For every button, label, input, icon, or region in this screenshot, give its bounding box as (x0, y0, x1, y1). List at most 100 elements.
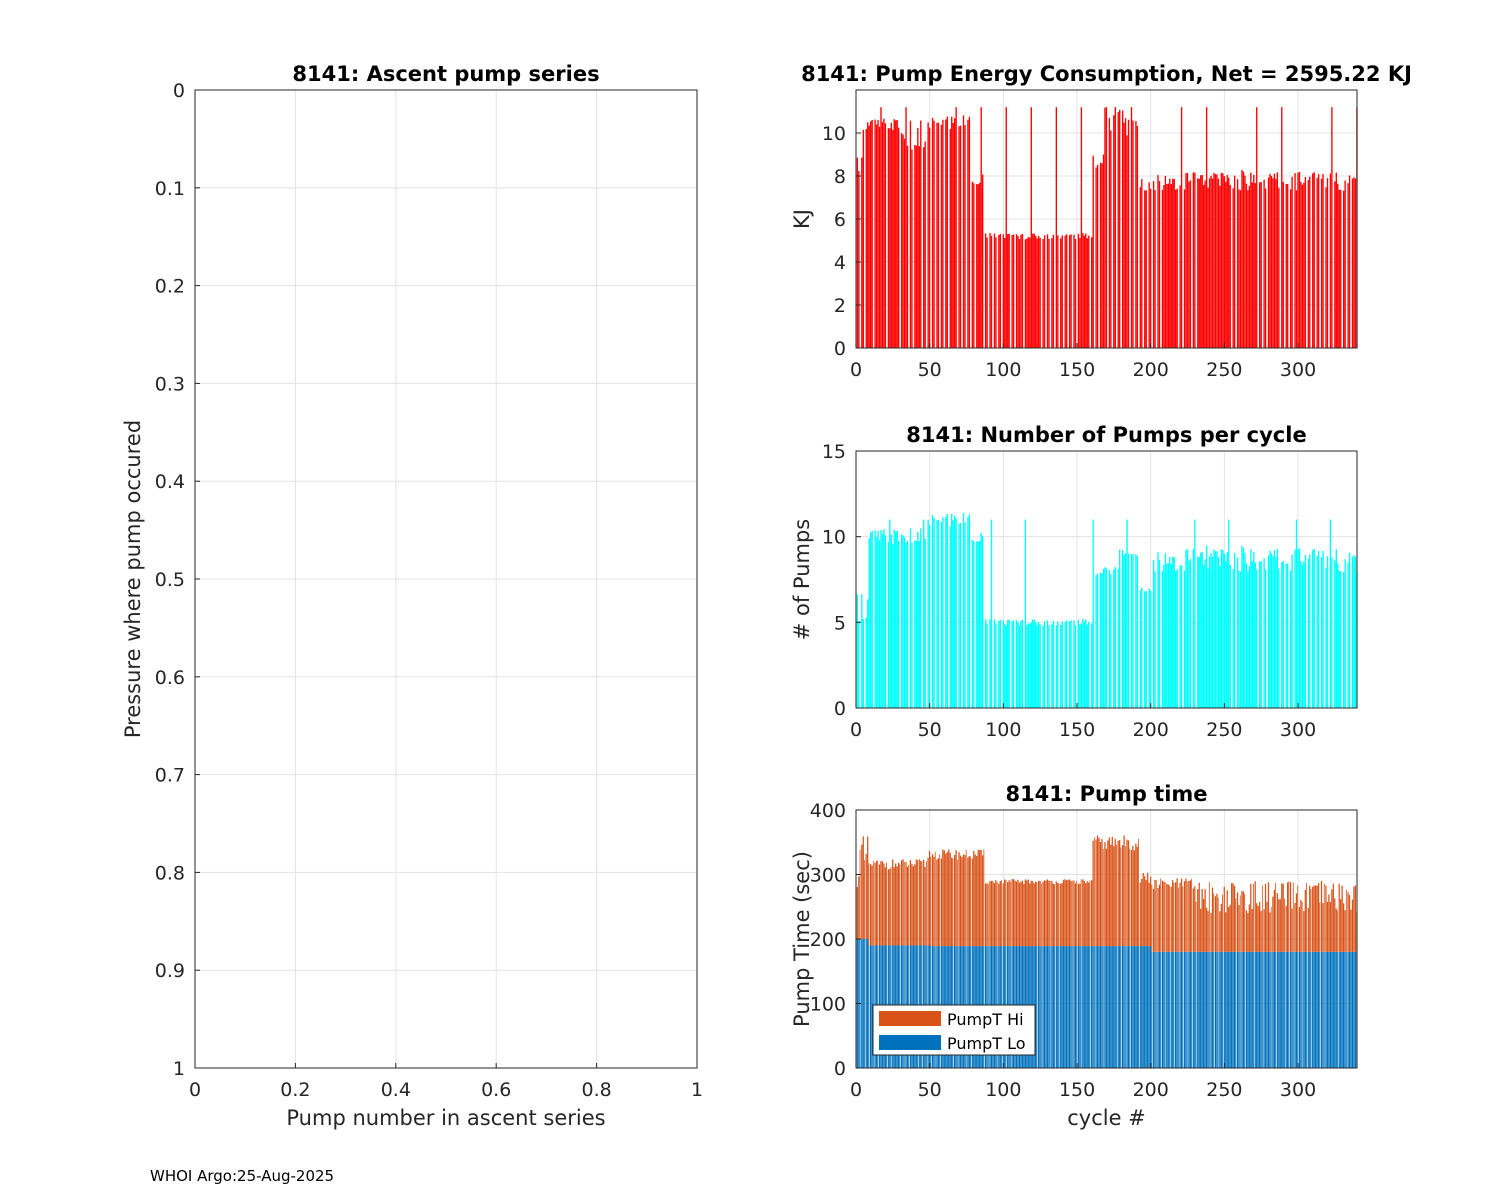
bar-pumpt-hi (953, 854, 956, 947)
bar (1260, 561, 1262, 708)
bar-pumpt-hi (1091, 880, 1093, 947)
bar-pumpt-lo (1108, 946, 1110, 1068)
bar-pumpt-hi (1276, 893, 1278, 952)
bar (918, 146, 920, 348)
bar (881, 533, 884, 708)
bar-pumpt-hi (996, 882, 998, 947)
bar (1132, 120, 1134, 348)
bar (1149, 188, 1152, 348)
bar-pumpt-hi (1029, 883, 1031, 947)
bar (1005, 625, 1007, 708)
bar (884, 535, 887, 708)
x-tick-label: 100 (985, 1079, 1021, 1101)
y-tick-label: 10 (822, 123, 846, 145)
bar (1011, 621, 1013, 708)
bar-pumpt-lo (1049, 946, 1051, 1068)
bar-pumpt-hi (911, 863, 913, 946)
bar-pumpt-hi (1120, 847, 1122, 947)
bar-pumpt-hi (989, 881, 991, 947)
bar-pumpt-hi (1083, 880, 1085, 947)
bar-pumpt-hi (1058, 883, 1060, 947)
bar (896, 119, 898, 348)
bar (1139, 187, 1142, 348)
bar-pumpt-lo (1036, 946, 1038, 1068)
bar-pumpt-hi (889, 868, 891, 946)
bar (1095, 575, 1097, 708)
bar-pumpt-hi (1077, 883, 1080, 947)
bar (1030, 622, 1032, 708)
bar (1186, 549, 1189, 708)
bar-pumpt-lo (1176, 951, 1178, 1068)
bar (1167, 563, 1170, 708)
bar-pumpt-hi (992, 881, 994, 947)
bar-pumpt-hi (1329, 902, 1331, 952)
bar (952, 122, 954, 348)
bar (1104, 107, 1106, 349)
y-axis-label: Pressure where pump occured (121, 420, 145, 738)
bar-pumpt-lo (871, 945, 873, 1068)
bar (1335, 549, 1337, 708)
bar-pumpt-lo (1225, 951, 1227, 1068)
x-tick-label: 0 (850, 359, 862, 381)
bar-pumpt-hi (875, 861, 878, 946)
bar-pumpt-lo (1155, 951, 1157, 1068)
bar-pumpt-hi (1105, 848, 1108, 947)
bar-pumpt-hi (1046, 879, 1049, 947)
bar (945, 119, 947, 348)
bar-pumpt-lo (1068, 946, 1071, 1068)
bar-pumpt-lo (1340, 951, 1342, 1068)
bar-pumpt-hi (918, 859, 920, 946)
bar-pumpt-hi (865, 854, 867, 939)
bar (1082, 233, 1084, 348)
bar (1102, 568, 1105, 708)
y-tick-label: 15 (822, 441, 846, 463)
chart-title: 8141: Number of Pumps per cycle (906, 423, 1306, 447)
bar (1055, 625, 1058, 708)
bar (1303, 182, 1305, 348)
bar-pumpt-lo (1136, 946, 1138, 1068)
bar (1060, 238, 1062, 348)
bar-pumpt-hi (1152, 888, 1155, 952)
bar-pumpt-lo (1266, 951, 1268, 1068)
bar-pumpt-hi (1289, 882, 1292, 952)
bar (1242, 548, 1245, 708)
bar-pumpt-hi (1113, 846, 1115, 947)
bar (1042, 625, 1044, 708)
bar (1173, 178, 1175, 348)
bar-pumpt-hi (1292, 882, 1294, 952)
bar-pumpt-hi (1099, 842, 1102, 947)
bar (973, 183, 975, 348)
bar-pumpt-hi (1260, 911, 1262, 952)
bar-pumpt-hi (878, 864, 881, 946)
bar-pumpt-hi (1338, 883, 1340, 952)
bar (964, 522, 966, 708)
bar (893, 529, 895, 708)
bar-pumpt-lo (1083, 946, 1085, 1068)
bar (1326, 556, 1329, 708)
bar-pumpt-hi (1294, 902, 1296, 952)
bar-pumpt-lo (1315, 951, 1317, 1068)
bar-pumpt-hi (1129, 848, 1131, 947)
bar (896, 530, 898, 708)
bar-pumpt-hi (1135, 843, 1137, 947)
bar-pumpt-hi (1217, 897, 1219, 952)
bar-pumpt-hi (881, 861, 884, 946)
bar-pumpt-hi (1096, 835, 1099, 947)
bar (998, 620, 1000, 708)
bar (1176, 569, 1178, 708)
bar (1046, 620, 1049, 708)
bar-pumpt-lo (1337, 951, 1338, 1068)
bar (867, 122, 869, 348)
bar (1291, 176, 1293, 348)
y-tick-label: 5 (834, 612, 846, 634)
bar (1226, 552, 1228, 708)
bar-pumpt-hi (956, 859, 958, 947)
bar (1130, 554, 1133, 708)
bar (1291, 554, 1293, 708)
x-tick-label: 0.8 (581, 1079, 611, 1101)
bar-pumpt-lo (1213, 951, 1215, 1068)
bar (1316, 555, 1318, 708)
bar (1220, 172, 1223, 348)
bar (920, 528, 922, 708)
bar (1088, 235, 1090, 348)
